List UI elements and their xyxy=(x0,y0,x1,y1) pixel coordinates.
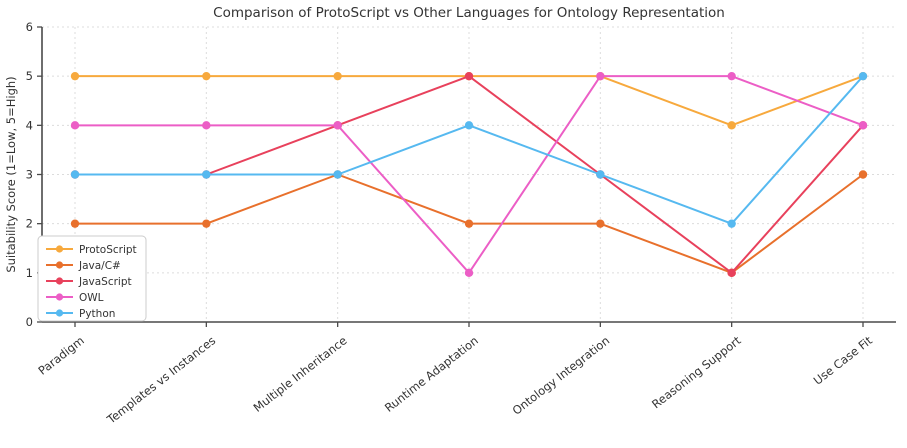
data-point-owl-5 xyxy=(727,71,736,81)
legend-label: Java/C# xyxy=(78,260,121,272)
data-point-protoscript-2 xyxy=(333,71,342,81)
series-protoscript xyxy=(70,71,868,130)
x-tick-label: Runtime Adaptation xyxy=(382,333,481,415)
data-point-python-1 xyxy=(202,170,211,179)
data-point-python-5 xyxy=(727,219,736,228)
y-tick-label: 5 xyxy=(26,69,33,83)
x-tick-label: Multiple Inheritance xyxy=(251,333,350,415)
legend-label: Python xyxy=(79,308,115,320)
legend-item-owl: OWL xyxy=(46,292,104,304)
data-point-java-c-0 xyxy=(70,219,80,228)
x-tick-label: Use Case Fit xyxy=(811,333,875,388)
data-point-owl-1 xyxy=(202,121,211,130)
legend: ProtoScript Java/C# JavaScript OWL Python xyxy=(37,235,147,322)
legend-label: OWL xyxy=(79,292,104,304)
y-tick-label: 6 xyxy=(26,20,33,34)
legend-box xyxy=(37,235,147,322)
y-tick-label: 0 xyxy=(26,315,33,329)
data-point-protoscript-0 xyxy=(70,71,80,81)
data-point-protoscript-5 xyxy=(727,121,736,130)
data-point-owl-0 xyxy=(70,121,80,130)
series-owl xyxy=(70,71,868,278)
series-python xyxy=(70,71,868,228)
data-point-java-c-4 xyxy=(596,219,605,228)
legend-swatch-marker xyxy=(55,309,64,317)
data-point-python-3 xyxy=(464,121,474,130)
data-point-python-4 xyxy=(596,170,605,179)
legend-item-protoscript: ProtoScript xyxy=(46,244,137,256)
legend-item-javascript: JavaScript xyxy=(46,276,132,288)
legend-item-python: Python xyxy=(46,308,115,320)
legend-swatch-marker xyxy=(55,277,64,285)
data-point-python-6 xyxy=(858,71,868,81)
legend-item-java-c: Java/C# xyxy=(46,260,121,272)
legend-swatch-marker xyxy=(55,293,64,301)
y-axis-label: Suitability Score (1=Low, 5=High) xyxy=(4,76,18,272)
legend-swatch-marker xyxy=(55,261,64,269)
x-tick-label: Ontology Integration xyxy=(510,333,613,417)
y-tick-label: 1 xyxy=(26,266,33,280)
x-tick-label: Reasoning Support xyxy=(649,333,744,411)
y-tick-label: 4 xyxy=(26,118,33,132)
data-point-python-2 xyxy=(333,170,342,179)
chart-title: Comparison of ProtoScript vs Other Langu… xyxy=(213,5,725,21)
data-point-owl-6 xyxy=(858,121,868,130)
data-point-owl-2 xyxy=(333,121,342,130)
data-point-python-0 xyxy=(70,170,80,179)
data-point-java-c-6 xyxy=(858,170,868,179)
data-point-owl-4 xyxy=(596,71,605,81)
legend-label: ProtoScript xyxy=(79,244,137,256)
x-tick-label: Templates vs Instances xyxy=(104,333,219,427)
data-point-owl-3 xyxy=(464,268,474,278)
data-point-javascript-5 xyxy=(727,268,736,278)
x-tick-label: Paradigm xyxy=(35,333,86,377)
legend-swatch-marker xyxy=(55,245,64,253)
data-point-java-c-3 xyxy=(464,219,474,228)
legend-label: JavaScript xyxy=(78,276,132,288)
data-point-javascript-3 xyxy=(464,71,474,81)
data-point-java-c-1 xyxy=(202,219,211,228)
y-tick-label: 3 xyxy=(26,168,33,182)
y-tick-label: 2 xyxy=(26,217,33,231)
data-point-protoscript-1 xyxy=(202,71,211,81)
